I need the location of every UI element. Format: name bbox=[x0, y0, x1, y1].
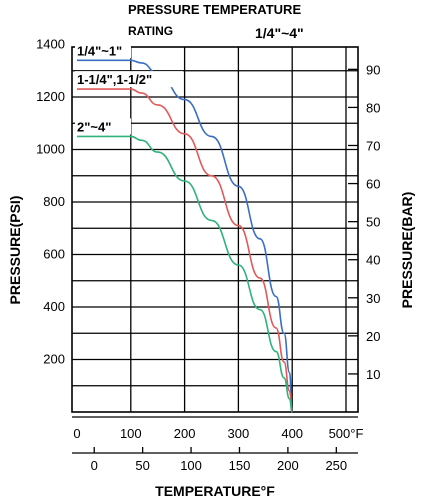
y-right-tick-label: 60 bbox=[366, 177, 380, 192]
series-label: 1-1/4",1-1/2" bbox=[77, 72, 152, 87]
axis-ticks: 2004006008001000120014001020304050607080… bbox=[36, 37, 380, 474]
series-line-1 bbox=[77, 88, 293, 413]
y-right-tick-label: 50 bbox=[366, 215, 380, 230]
series-line-2 bbox=[77, 135, 293, 413]
x-top-tick-label: 500°F bbox=[329, 426, 364, 441]
y-left-tick-label: 1400 bbox=[36, 37, 65, 52]
x-bottom-tick-label: 0 bbox=[91, 458, 98, 473]
grid bbox=[71, 46, 359, 413]
series-label-bg bbox=[75, 118, 131, 135]
chart-title: PRESSURE TEMPERATURE bbox=[128, 2, 301, 17]
y-left-tick-label: 600 bbox=[43, 247, 65, 262]
x-top-tick-label: 200 bbox=[174, 426, 196, 441]
plot-frame bbox=[71, 46, 359, 413]
y-left-tick-label: 1000 bbox=[36, 142, 65, 157]
y-left-tick-label: 400 bbox=[43, 299, 65, 314]
x-bottom-tick-label: 200 bbox=[277, 458, 299, 473]
x-top-tick-label: 400 bbox=[281, 426, 303, 441]
series-lines: 1/4"~1" 1-1/4",1-1/2" 2"~4" bbox=[75, 42, 293, 413]
series-line-0 bbox=[76, 59, 293, 413]
y-left-tick-label: 800 bbox=[43, 194, 65, 209]
y-axis-left-label: PRESSURE(PSI) bbox=[7, 196, 23, 305]
y-right-tick-label: 20 bbox=[366, 329, 380, 344]
y-left-tick-label: 1200 bbox=[36, 89, 65, 104]
x-top-tick-label: 0 bbox=[73, 426, 80, 441]
y-right-tick-label: 40 bbox=[366, 253, 380, 268]
x-bottom-tick-label: 100 bbox=[180, 458, 202, 473]
chart-subtitle: RATING bbox=[128, 24, 173, 38]
y-right-tick-label: 80 bbox=[366, 100, 380, 115]
x-axis-label: TEMPERATURE°F bbox=[155, 483, 275, 499]
series-label: 2"~4" bbox=[77, 119, 111, 134]
y-right-tick-label: 30 bbox=[366, 291, 380, 306]
series-label-bg bbox=[75, 42, 131, 59]
y-right-tick-label: 90 bbox=[366, 62, 380, 77]
y-right-tick-label: 10 bbox=[366, 367, 380, 382]
size-range-label: 1/4"~4" bbox=[255, 25, 304, 41]
x-top-tick-label: 100 bbox=[120, 426, 142, 441]
y-left-tick-label: 200 bbox=[43, 352, 65, 367]
y-axis-right-label: PRESSURE(BAR) bbox=[399, 192, 415, 309]
x-top-tick-label: 300 bbox=[228, 426, 250, 441]
series-label: 1/4"~1" bbox=[77, 43, 122, 58]
x-bottom-tick-label: 50 bbox=[135, 458, 149, 473]
x-bottom-tick-label: 250 bbox=[325, 458, 347, 473]
x-bottom-tick-label: 150 bbox=[229, 458, 251, 473]
y-right-tick-label: 70 bbox=[366, 138, 380, 153]
series-label-bg bbox=[75, 71, 183, 88]
